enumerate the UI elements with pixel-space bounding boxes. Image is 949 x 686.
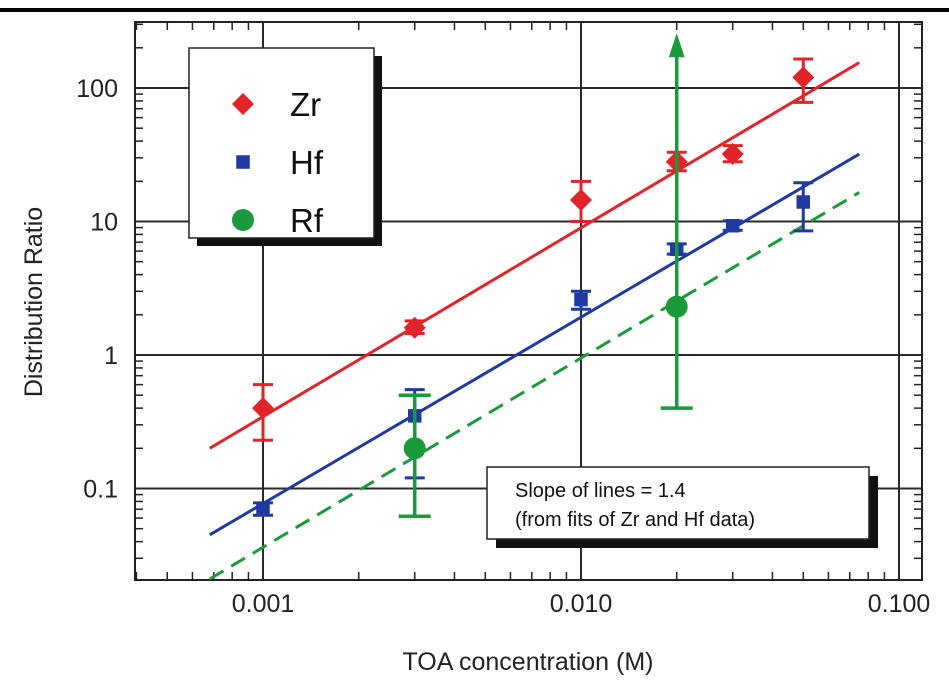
top-rule bbox=[0, 8, 949, 12]
legend-label-hf: Hf bbox=[290, 144, 324, 181]
y-tick-label: 0.1 bbox=[83, 476, 118, 504]
legend-marker-rf bbox=[232, 209, 254, 231]
series-rf bbox=[399, 33, 693, 516]
slope-note: Slope of lines = 1.4 (from fits of Zr an… bbox=[487, 467, 878, 548]
data-point-rf bbox=[666, 296, 688, 318]
x-tick-label: 0.001 bbox=[232, 590, 295, 618]
y-tick-label: 10 bbox=[90, 209, 118, 237]
data-point-hf bbox=[256, 502, 270, 516]
data-point-hf bbox=[726, 219, 740, 233]
x-tick-label: 0.100 bbox=[868, 590, 931, 618]
slope-note-line2: (from fits of Zr and Hf data) bbox=[515, 509, 755, 531]
y-tick-labels: 0.1 1 10 100 bbox=[76, 75, 118, 504]
upper-limit-arrow bbox=[669, 33, 685, 57]
x-tick-labels: 0.001 0.010 0.100 bbox=[232, 590, 931, 618]
data-point-zr bbox=[252, 397, 274, 419]
legend-label-zr: Zr bbox=[290, 86, 321, 123]
legend-box bbox=[189, 48, 374, 238]
legend-label-rf: Rf bbox=[290, 202, 324, 239]
legend-marker-hf bbox=[236, 155, 250, 169]
data-point-hf bbox=[574, 293, 588, 307]
y-tick-label: 1 bbox=[104, 342, 118, 370]
data-point-zr bbox=[792, 66, 814, 88]
data-point-zr bbox=[570, 189, 592, 211]
data-point-hf bbox=[797, 195, 811, 209]
y-axis-title: Distribution Ratio bbox=[20, 207, 48, 397]
legend: Zr Hf Rf bbox=[189, 48, 382, 246]
y-tick-label: 100 bbox=[76, 75, 118, 103]
slope-note-line1: Slope of lines = 1.4 bbox=[515, 480, 686, 502]
x-axis-title: TOA concentration (M) bbox=[402, 648, 653, 676]
x-tick-label: 0.010 bbox=[550, 590, 613, 618]
data-point-rf bbox=[404, 437, 426, 459]
